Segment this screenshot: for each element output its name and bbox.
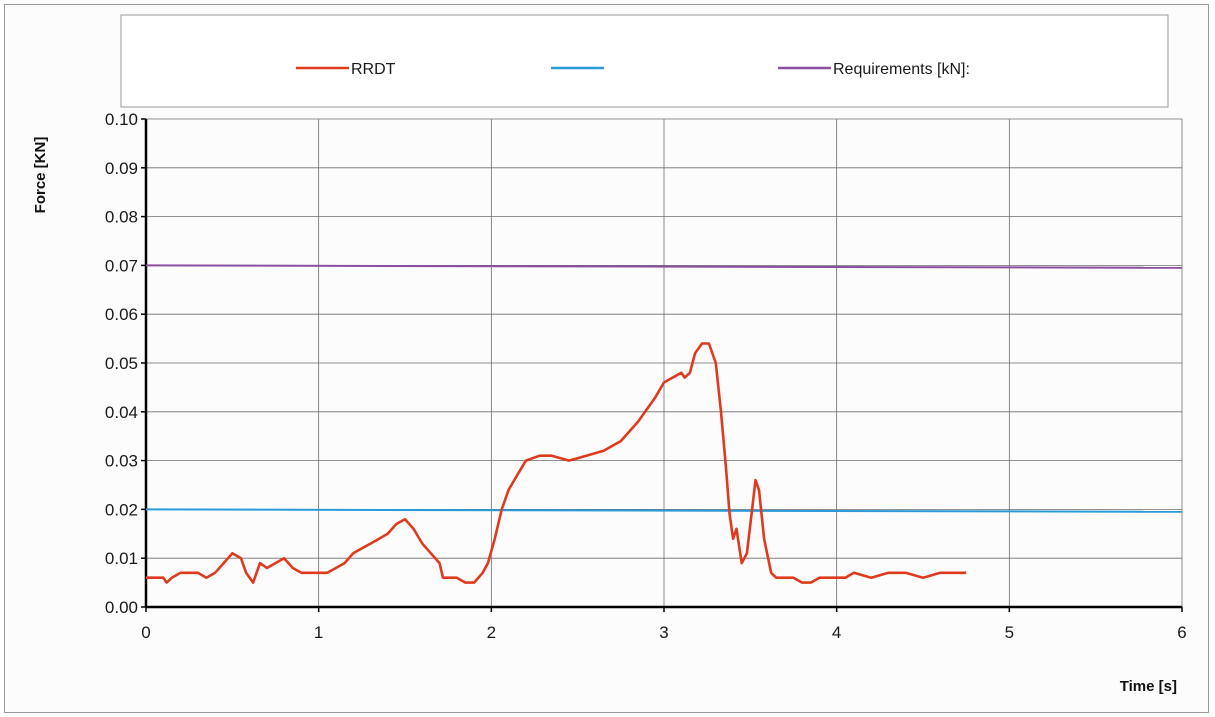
x-tick-label: 4: [832, 623, 841, 642]
x-tick-label: 1: [314, 623, 323, 642]
y-tick-label: 0.04: [105, 403, 138, 422]
y-tick-label: 0.06: [105, 305, 138, 324]
x-tick-label: 2: [487, 623, 496, 642]
y-tick-label: 0.09: [105, 159, 138, 178]
y-tick-labels: 0.00 0.01 0.02 0.03 0.04 0.05 0.06 0.07 0.08 0.09…: [105, 110, 146, 617]
y-axis-title: Force [KN]: [32, 137, 49, 214]
y-tick-label: 0.03: [105, 452, 138, 471]
y-tick-label: 0.07: [105, 256, 138, 275]
x-tick-label: 6: [1177, 623, 1186, 642]
x-tick-label: 0: [141, 623, 150, 642]
legend-label: RRDT: [351, 61, 396, 78]
y-tick-label: 0.08: [105, 208, 138, 227]
y-tick-label: 0.00: [105, 598, 138, 617]
force-time-chart: RRDT Requirements [kN]: 0.000.010.020.030…: [32, 14, 1187, 695]
grid: [145, 118, 1183, 608]
legend-label: Requirements [kN]:: [833, 61, 970, 78]
x-tick-labels: 0 1 2 3 4 5 6: [141, 607, 1187, 642]
x-axis-title: Time [s]: [1120, 678, 1177, 695]
legend-box: [120, 14, 1169, 108]
y-tick-label: 0.10: [105, 110, 138, 129]
y-tick-label: 0.02: [105, 500, 138, 519]
legend: RRDT Requirements [kN]:: [296, 61, 970, 78]
x-tick-label: 5: [1005, 623, 1014, 642]
y-tick-label: 0.05: [105, 354, 138, 373]
y-tick-label: 0.01: [105, 549, 138, 568]
series-lines: [145, 264, 1183, 584]
chart-frame: RRDT Requirements [kN]: 0.00 0.01 0.02 0.03 0…: [4, 4, 1209, 713]
series-line-rrdt: [146, 342, 967, 584]
x-tick-label: 3: [659, 623, 668, 642]
series-line-reference-1: [145, 508, 1183, 513]
series-line-requirements-kn: [145, 264, 1183, 269]
